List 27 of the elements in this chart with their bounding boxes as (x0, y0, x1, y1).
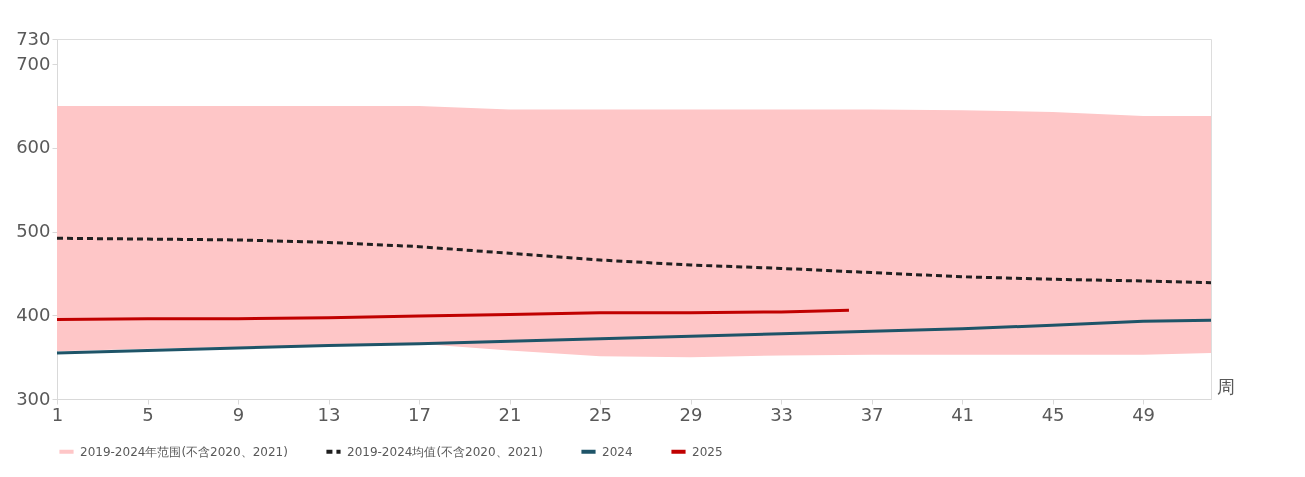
y-tick-label: 500 (16, 220, 51, 242)
x-tick-label: 25 (589, 403, 613, 425)
x-tick-label: 41 (951, 403, 975, 425)
y-tick-label: 700 (16, 52, 51, 74)
x-tick-label: 49 (1132, 403, 1156, 425)
x-axis-title: 周 (1217, 376, 1235, 397)
legend-label: 2024 (602, 444, 633, 459)
x-tick-label: 29 (679, 403, 703, 425)
legend-label: 2025 (692, 444, 723, 459)
x-tick-label: 17 (408, 403, 431, 425)
legend-label: 2019-2024均值(不含2020、2021) (347, 444, 543, 459)
line-series (55, 236, 1213, 285)
x-tick-label: 13 (317, 403, 341, 425)
y-tick-label: 400 (16, 303, 51, 325)
y-tick-label: 600 (16, 136, 51, 158)
line-series (55, 318, 1213, 355)
line-series (55, 308, 851, 321)
x-tick-label: 5 (142, 403, 154, 425)
x-tick-label: 37 (860, 403, 884, 425)
x-tick-label: 9 (232, 403, 245, 425)
x-tick-label: 45 (1041, 403, 1065, 425)
y-tick-label: 730 (16, 27, 51, 49)
x-tick-label: 1 (51, 403, 64, 425)
x-tick-label: 33 (770, 403, 794, 425)
y-tick-label: 300 (16, 387, 51, 409)
legend-label: 2019-2024年范围(不含2020、2021) (80, 444, 288, 459)
x-tick-label: 21 (498, 403, 522, 425)
